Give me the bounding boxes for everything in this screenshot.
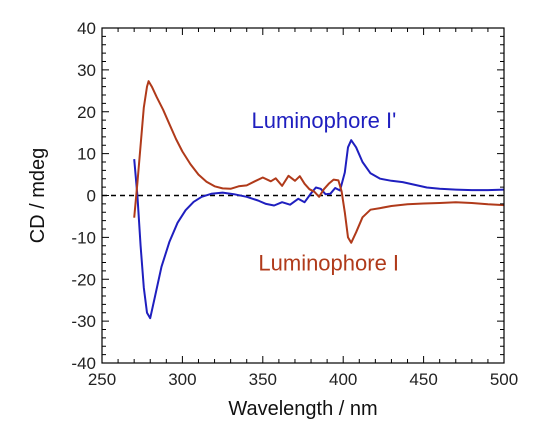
x-tick-label: 400 (329, 370, 357, 389)
x-axis-title: Wavelength / nm (228, 398, 377, 420)
y-tick-label: 40 (77, 19, 96, 38)
x-tick-label: 450 (409, 370, 437, 389)
y-tick-label: 0 (87, 187, 96, 206)
series-annotations: Luminophore I' Luminophore I (251, 108, 399, 275)
x-tick-label: 300 (168, 370, 196, 389)
x-tick-label: 250 (88, 370, 116, 389)
axis-ticks (101, 27, 505, 364)
series-annotation-1: Luminophore I' (251, 108, 396, 133)
x-tick-label: 350 (249, 370, 277, 389)
y-tick-label: 10 (77, 145, 96, 164)
y-tick-label: 30 (77, 61, 96, 80)
y-tick-label: -10 (71, 228, 96, 247)
series-line-1 (133, 139, 505, 320)
series-annotation-2: Luminophore I (258, 251, 399, 276)
y-tick-label: -20 (71, 270, 96, 289)
plot-marks (102, 80, 505, 320)
y-axis-title: CD / mdeg (27, 148, 49, 244)
y-tick-label: -40 (71, 354, 96, 373)
x-tick-label: 500 (490, 370, 518, 389)
y-tick-label: 20 (77, 103, 96, 122)
series-line-2 (133, 80, 505, 244)
axis-tick-labels: 250 300 350 400 450 500 -40 -30 -20 -10 0 10 20 30 40 (71, 19, 518, 389)
y-tick-label: -30 (71, 312, 96, 331)
